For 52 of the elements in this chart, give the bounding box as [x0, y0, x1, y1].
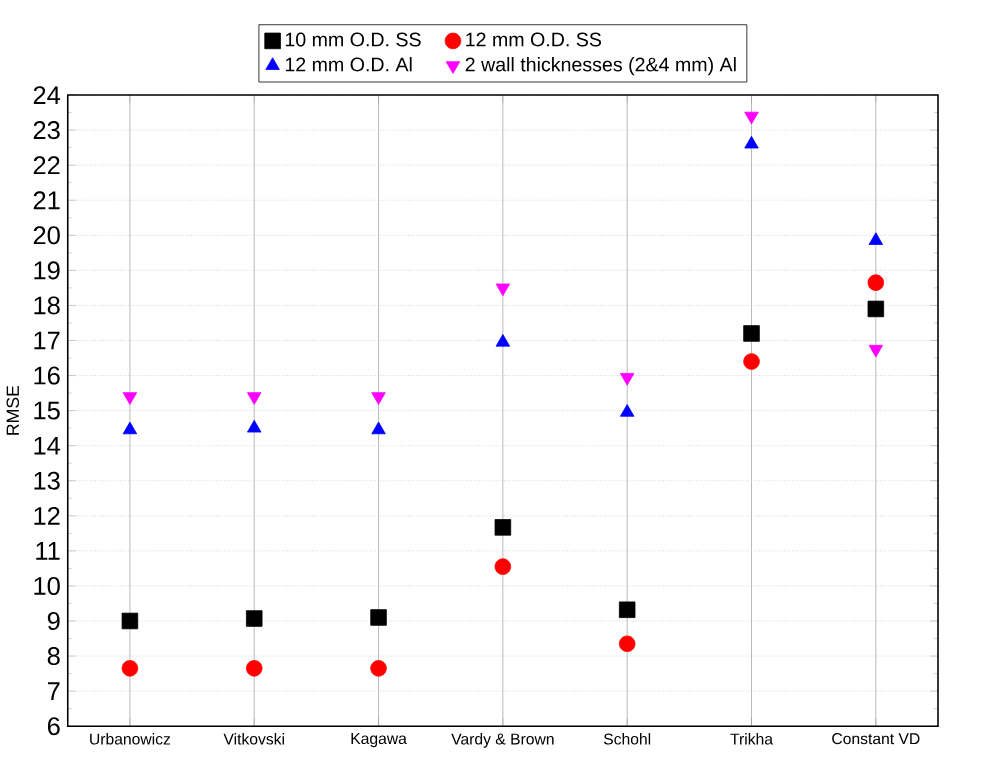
point [122, 392, 138, 405]
x-tick-label: Kagawa [351, 732, 407, 748]
y-tick-label: 21 [33, 191, 60, 209]
y-tick-label: 8 [47, 646, 60, 665]
y-tick-label: 10 [34, 576, 60, 595]
point [121, 659, 139, 677]
y-axis-title: RMSE [6, 385, 20, 435]
point [121, 612, 139, 630]
point [744, 111, 759, 125]
legend-label: 12 mm O.D. SS [466, 32, 602, 47]
legend-label: 10 mm O.D. SS [285, 32, 421, 47]
y-tick-label: 17 [34, 331, 60, 350]
x-tick-label: Constant VD [832, 732, 920, 745]
y-tick-label: 24 [33, 86, 61, 104]
point [867, 300, 885, 318]
x-tick-label: Trikha [730, 732, 774, 745]
y-tick-label: 9 [47, 611, 60, 630]
y-tick-label: 7 [47, 682, 60, 700]
point [620, 372, 635, 386]
point [247, 392, 262, 405]
point [868, 344, 884, 358]
y-tick-label: 6 [47, 717, 60, 736]
point [371, 392, 386, 405]
y-tick-label: 11 [36, 541, 60, 560]
point [370, 659, 387, 677]
y-tick-label: 15 [34, 401, 60, 420]
y-tick-label: 23 [33, 120, 60, 139]
point [618, 635, 636, 652]
point [370, 609, 387, 626]
point [743, 325, 760, 342]
y-tick-label: 19 [34, 261, 60, 280]
y-tick-label: 16 [34, 366, 60, 385]
y-tick-label: 12 [34, 506, 60, 525]
point [246, 610, 263, 627]
x-tick-label: Vitkovski [223, 732, 284, 745]
point [494, 519, 512, 536]
x-tick-label: Vardy & Brown [451, 732, 554, 748]
point [867, 274, 885, 291]
x-tick-label: Urbanowicz [90, 732, 171, 745]
point [495, 283, 511, 296]
y-tick-label: 22 [33, 156, 60, 174]
legend-label: 2 wall thicknesses (2&4 mm) Al [465, 56, 736, 76]
y-tick-label: 18 [34, 296, 60, 315]
y-tick-label: 14 [34, 436, 61, 455]
point [246, 659, 263, 677]
point [743, 353, 760, 370]
legend-label: 12 mm O.D. Al [285, 56, 412, 72]
point [618, 601, 636, 618]
point [494, 558, 512, 575]
y-tick-label: 20 [33, 226, 60, 245]
y-tick-label: 13 [34, 471, 60, 490]
x-tick-label: Schohl [603, 732, 651, 745]
